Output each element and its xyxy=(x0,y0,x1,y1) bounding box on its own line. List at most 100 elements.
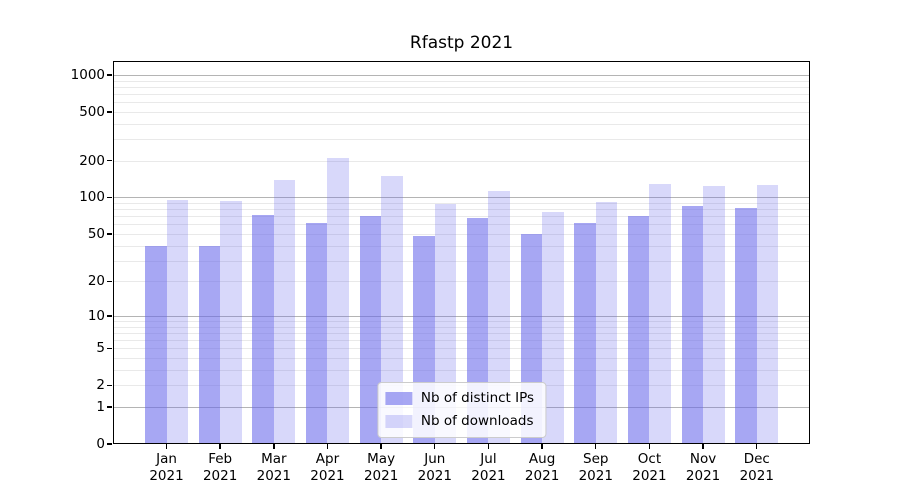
gridline-minor xyxy=(113,260,810,262)
gridline-minor xyxy=(113,281,810,283)
bar-downloads-apr xyxy=(327,158,349,444)
x-tick-mark xyxy=(648,444,651,449)
x-tick-mark xyxy=(380,444,382,449)
x-tick-label: Dec 2021 xyxy=(739,451,774,484)
y-tick-mark xyxy=(107,233,112,235)
x-tick-mark xyxy=(326,444,329,449)
bar-distinct-ips-may xyxy=(359,215,382,444)
bar-distinct-ips-oct xyxy=(627,215,650,444)
y-tick-mark xyxy=(107,196,112,199)
gridline-minor xyxy=(113,80,810,82)
gridline-minor xyxy=(113,245,810,247)
legend-item-downloads: Nb of downloads xyxy=(384,413,534,429)
gridline-minor xyxy=(113,102,810,104)
bar-downloads-jan xyxy=(166,199,188,444)
y-tick-mark xyxy=(107,280,112,283)
x-tick-label: Jul 2021 xyxy=(471,451,506,484)
x-tick-mark xyxy=(434,444,436,449)
bar-distinct-ips-sep xyxy=(574,222,596,444)
y-tick-mark xyxy=(107,384,112,386)
y-tick-mark xyxy=(107,111,112,113)
y-tick-label: 2 xyxy=(96,377,105,394)
x-tick-label: Apr 2021 xyxy=(310,451,345,484)
x-tick-label: Jun 2021 xyxy=(417,451,452,484)
y-tick-label: 1 xyxy=(96,398,105,415)
plot-area: Nb of distinct IPs Nb of downloads xyxy=(113,61,810,444)
x-tick-mark xyxy=(487,444,490,449)
y-tick-label: 20 xyxy=(87,273,105,290)
x-tick-mark xyxy=(756,444,758,449)
x-tick-mark xyxy=(541,444,543,449)
gridline-minor xyxy=(113,358,810,360)
x-tick-mark xyxy=(165,444,168,449)
y-tick-label: 100 xyxy=(79,189,105,206)
x-tick-mark xyxy=(702,444,704,449)
legend: Nb of distinct IPs Nb of downloads xyxy=(376,382,547,438)
x-tick-label: Oct 2021 xyxy=(632,451,667,484)
bar-downloads-dec xyxy=(756,185,779,444)
gridline-minor xyxy=(113,93,810,95)
gridline-minor xyxy=(113,123,810,125)
x-tick-label: Nov 2021 xyxy=(685,451,721,484)
bar-downloads-aug xyxy=(542,211,564,444)
gridline-minor xyxy=(113,139,810,141)
y-tick-label: 200 xyxy=(79,152,105,169)
x-tick-label: Sep 2021 xyxy=(578,451,613,484)
bar-distinct-ips-feb xyxy=(198,245,221,444)
x-tick-label: Jan 2021 xyxy=(149,451,184,484)
gridline-minor xyxy=(113,321,810,322)
bar-downloads-jul xyxy=(488,191,510,444)
x-tick-mark xyxy=(273,444,275,449)
gridline-minor xyxy=(113,348,810,350)
y-tick-label: 5 xyxy=(96,340,105,357)
gridline-minor xyxy=(113,203,810,205)
gridline-minor xyxy=(113,209,810,211)
gridline-major xyxy=(113,74,810,76)
bar-distinct-ips-nov xyxy=(681,206,704,444)
gridline-minor xyxy=(113,332,810,334)
legend-label-downloads: Nb of downloads xyxy=(420,413,534,429)
bar-distinct-ips-mar xyxy=(252,214,274,444)
bar-downloads-oct xyxy=(649,184,671,444)
gridline-minor xyxy=(113,369,810,371)
legend-swatch-distinct-ips xyxy=(384,391,412,405)
y-tick-label: 500 xyxy=(79,103,105,120)
x-tick-mark xyxy=(595,444,597,449)
gridline-minor xyxy=(113,340,810,342)
y-tick-mark xyxy=(107,406,112,408)
x-tick-label: Aug 2021 xyxy=(524,451,560,484)
y-tick-mark xyxy=(107,443,112,445)
bar-downloads-may xyxy=(381,176,403,444)
y-tick-mark xyxy=(107,315,112,317)
bar-downloads-feb xyxy=(220,201,242,444)
gridline-minor xyxy=(113,326,810,328)
x-tick-label: Feb 2021 xyxy=(202,451,238,484)
y-tick-label: 1000 xyxy=(70,66,105,83)
gridline-minor xyxy=(113,160,810,162)
chart-title: Rfastp 2021 xyxy=(409,33,514,53)
x-tick-label: Mar 2021 xyxy=(256,451,291,484)
x-tick-mark xyxy=(219,444,221,449)
legend-item-distinct-ips: Nb of distinct IPs xyxy=(384,390,535,406)
bar-downloads-mar xyxy=(273,179,296,444)
gridline-major xyxy=(113,315,810,317)
y-tick-label: 10 xyxy=(87,307,105,324)
y-tick-label: 0 xyxy=(96,436,105,452)
gridline-minor xyxy=(113,111,810,113)
legend-swatch-downloads xyxy=(384,414,412,428)
y-tick-mark xyxy=(107,347,112,349)
y-tick-label: 50 xyxy=(87,225,105,242)
legend-label-distinct-ips: Nb of distinct IPs xyxy=(420,390,535,406)
bar-distinct-ips-apr xyxy=(305,222,328,444)
bar-distinct-ips-dec xyxy=(735,207,757,444)
y-tick-mark xyxy=(107,160,112,162)
gridline-minor xyxy=(113,86,810,88)
bar-distinct-ips-jan xyxy=(145,245,167,444)
y-tick-mark xyxy=(107,74,112,76)
gridline-major xyxy=(113,197,810,199)
bar-downloads-sep xyxy=(595,201,618,444)
x-tick-label: May 2021 xyxy=(363,451,399,484)
bar-downloads-nov xyxy=(703,185,725,444)
gridline-minor xyxy=(113,224,810,226)
